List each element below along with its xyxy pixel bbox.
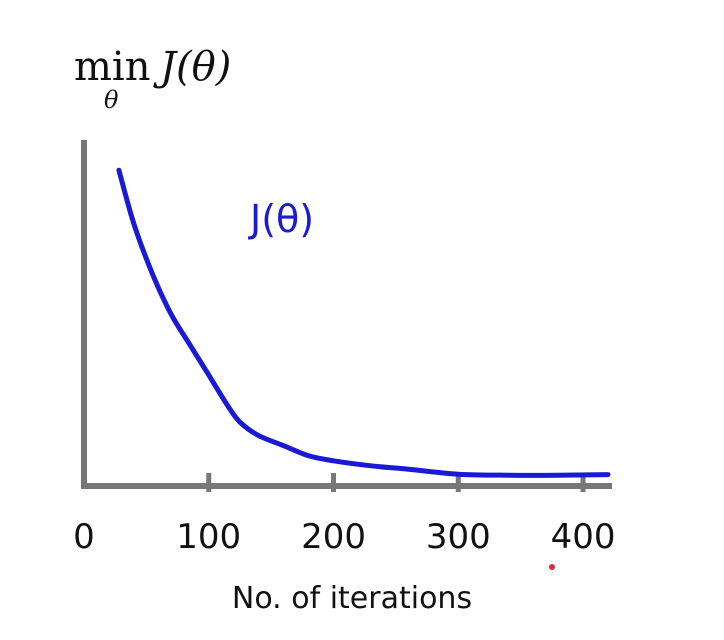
x-tick-label: 100 — [176, 517, 241, 557]
title-min: min — [74, 44, 150, 90]
series-line-j-theta — [116, 167, 611, 478]
title-expression: J(θ) — [153, 44, 231, 90]
x-tick-label: 200 — [301, 517, 366, 557]
chart-title: min θ J(θ) — [74, 44, 231, 114]
red-dot-marker — [549, 564, 555, 570]
series-annotation: J(θ) — [248, 197, 314, 241]
x-tick-label: 0 — [73, 517, 95, 557]
x-tick-labels: 0 100 200 300 400 — [73, 517, 615, 557]
title-subscript: θ — [104, 86, 119, 114]
x-tick-label: 300 — [426, 517, 491, 557]
x-tick-label: 400 — [551, 517, 616, 557]
x-axis-label: No. of iterations — [232, 581, 472, 616]
